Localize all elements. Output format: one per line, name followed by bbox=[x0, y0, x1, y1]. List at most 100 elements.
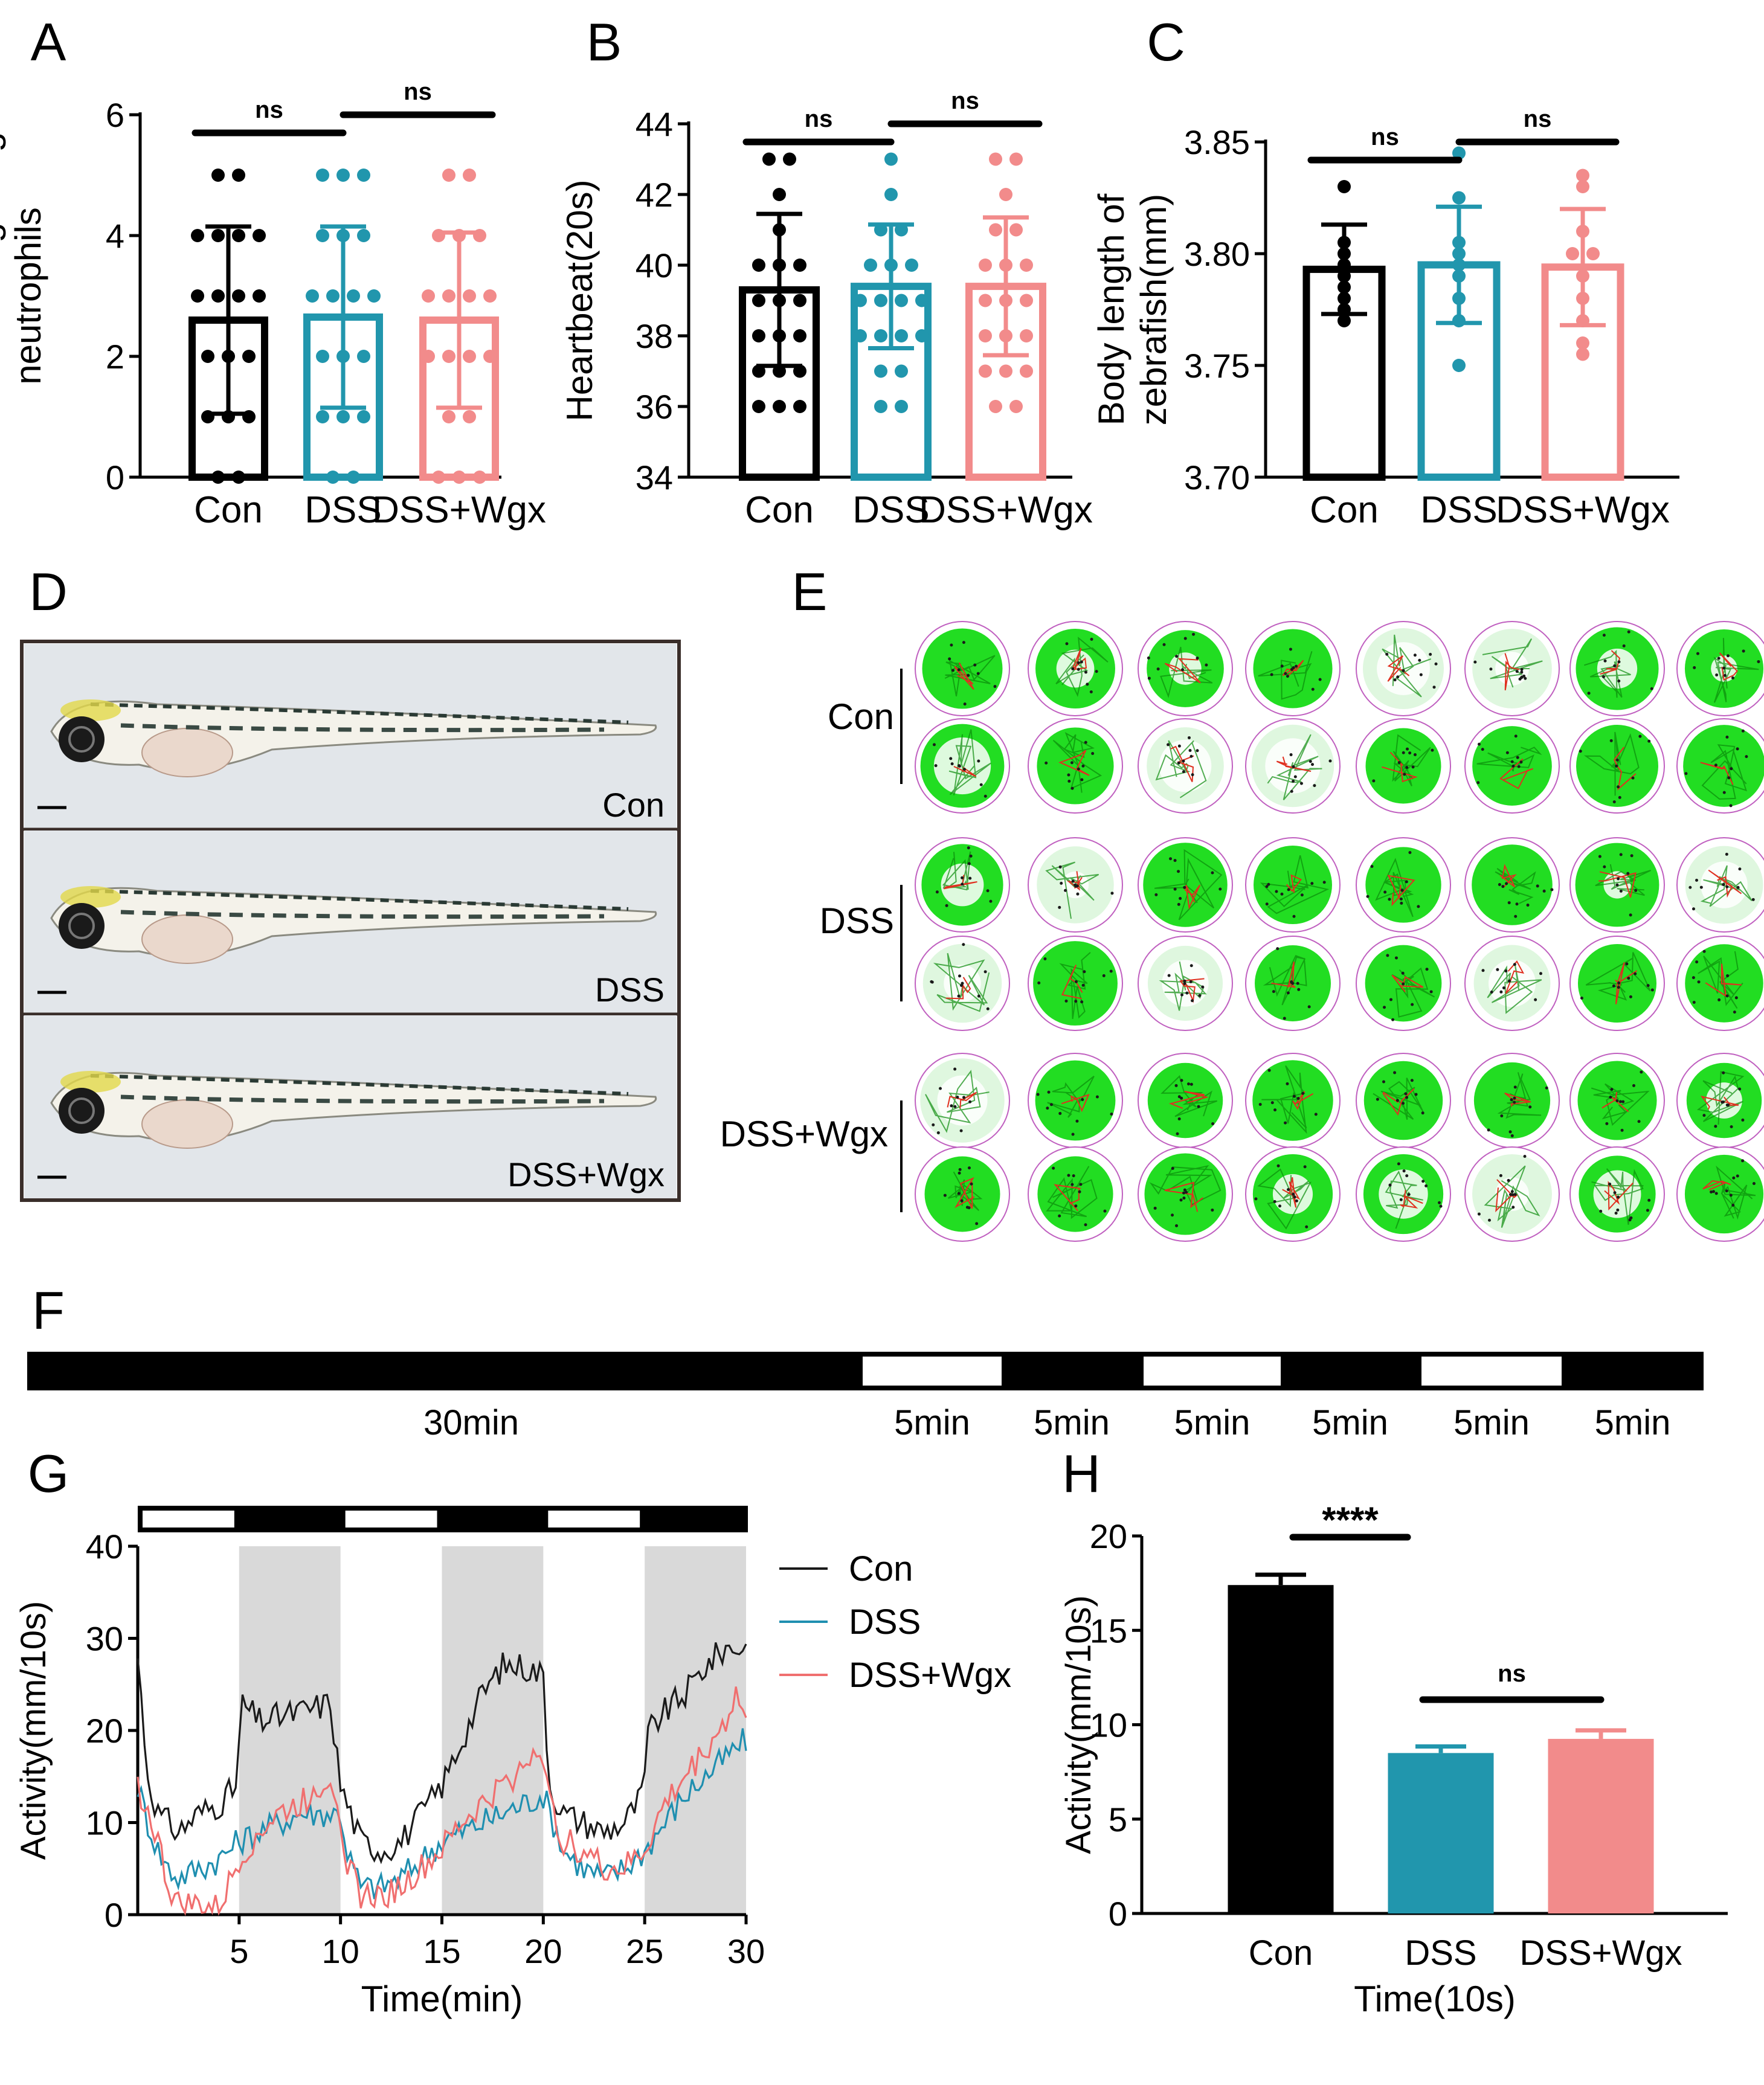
track-dot bbox=[1084, 741, 1087, 744]
tracking-well bbox=[1464, 1053, 1560, 1148]
track-dot bbox=[1742, 649, 1745, 653]
track-dot bbox=[1267, 882, 1270, 886]
track-dot bbox=[1089, 690, 1093, 693]
fast-track-path bbox=[1504, 653, 1520, 690]
track-dot bbox=[1180, 1079, 1183, 1082]
y-tick-label: 3.75 bbox=[1184, 347, 1250, 385]
track-dot bbox=[1272, 990, 1275, 994]
y-axis-label: Heartbeat(20s) bbox=[559, 179, 600, 421]
y-tick-label: 38 bbox=[636, 317, 673, 355]
track-dot bbox=[1616, 1208, 1620, 1212]
data-point bbox=[793, 400, 806, 413]
y-tick-label: 3.85 bbox=[1184, 123, 1250, 161]
track-dot bbox=[1414, 1093, 1418, 1096]
y-tick-label: 20 bbox=[86, 1712, 123, 1750]
track-dot bbox=[965, 1206, 969, 1209]
data-point bbox=[1337, 247, 1351, 260]
data-point bbox=[473, 471, 486, 484]
data-point bbox=[864, 259, 877, 272]
track-dot bbox=[1284, 1121, 1287, 1125]
track-dot bbox=[1405, 1096, 1409, 1099]
track-dot bbox=[1515, 902, 1519, 906]
fish-ventral-pigment bbox=[120, 1094, 605, 1104]
data-point bbox=[915, 329, 929, 342]
track-dot bbox=[1599, 1209, 1603, 1213]
y-tick-label: 40 bbox=[86, 1528, 123, 1566]
track-dot bbox=[1688, 885, 1692, 889]
data-point bbox=[1009, 223, 1023, 237]
track-dot bbox=[1182, 759, 1185, 763]
track-dot bbox=[1481, 748, 1484, 751]
track-path bbox=[1263, 955, 1307, 1006]
track-dot bbox=[1738, 867, 1742, 871]
light-segment bbox=[1144, 1357, 1281, 1386]
track-dot bbox=[1438, 1201, 1441, 1204]
data-point bbox=[1576, 336, 1589, 350]
tracking-well bbox=[1356, 936, 1451, 1031]
data-point bbox=[306, 289, 319, 303]
chart-g: 0 10 20 30 40 5 10 15 20 25 30 Time(min) Activity(mm… bbox=[14, 1506, 1011, 2019]
track-dot bbox=[1189, 980, 1193, 983]
track-dot bbox=[1383, 890, 1387, 894]
track-fill bbox=[1683, 725, 1764, 807]
track-dot bbox=[1311, 687, 1315, 691]
track-dot bbox=[986, 889, 990, 893]
track-dot bbox=[958, 974, 961, 978]
track-dot bbox=[1074, 1000, 1078, 1003]
track-dot bbox=[1647, 739, 1651, 743]
fast-track-path bbox=[1505, 960, 1525, 994]
track-dot bbox=[1510, 1134, 1514, 1137]
track-dot bbox=[1060, 881, 1063, 885]
track-dot bbox=[1692, 1001, 1696, 1004]
track-path bbox=[925, 1070, 990, 1133]
track-dot bbox=[1046, 1107, 1049, 1110]
data-point bbox=[762, 152, 776, 166]
track-dot bbox=[1177, 902, 1180, 906]
data-point bbox=[463, 350, 476, 363]
track-dot bbox=[1402, 1169, 1406, 1173]
track-dot bbox=[1736, 885, 1740, 889]
track-dot bbox=[1154, 893, 1158, 896]
fast-track-path bbox=[1168, 1091, 1209, 1109]
data-point bbox=[1337, 269, 1351, 283]
track-dot bbox=[1045, 761, 1048, 765]
panel-letter-e: E bbox=[792, 562, 828, 622]
track-dot bbox=[1399, 1198, 1403, 1201]
track-dot bbox=[1629, 995, 1632, 998]
track-dot bbox=[1177, 744, 1181, 748]
y-tick-label: 0 bbox=[106, 458, 124, 496]
data-point bbox=[783, 152, 796, 166]
track-dot bbox=[1198, 994, 1202, 997]
data-point bbox=[316, 169, 329, 182]
x-tick-label: DSS+Wgx bbox=[919, 489, 1093, 531]
track-dot bbox=[1614, 1211, 1618, 1215]
track-dot bbox=[1621, 1100, 1625, 1104]
fast-track-path bbox=[1292, 1091, 1314, 1110]
track-dot bbox=[1156, 667, 1160, 671]
track-dot bbox=[1425, 968, 1429, 971]
data-point bbox=[201, 410, 214, 423]
track-dot bbox=[1598, 855, 1601, 858]
track-dot bbox=[1629, 913, 1632, 917]
track-dot bbox=[1406, 747, 1409, 751]
legend-label: DSS+Wgx bbox=[849, 1656, 1011, 1695]
data-point bbox=[999, 329, 1012, 342]
y-tick-label: 34 bbox=[636, 458, 673, 496]
data-point bbox=[357, 229, 370, 242]
track-dot bbox=[1305, 1225, 1309, 1229]
data-point bbox=[222, 350, 235, 363]
track-dot bbox=[1314, 1113, 1318, 1116]
light-segment bbox=[863, 1357, 1002, 1386]
data-point bbox=[316, 350, 329, 363]
track-dot bbox=[1505, 751, 1509, 754]
track-dot bbox=[1520, 667, 1524, 671]
data-point bbox=[895, 400, 908, 413]
track-gap bbox=[1379, 1169, 1428, 1219]
track-dot bbox=[1515, 670, 1519, 673]
x-tick-label: DSS+Wgx bbox=[1519, 1933, 1682, 1973]
track-dot bbox=[1402, 669, 1405, 672]
track-dot bbox=[1310, 882, 1314, 885]
track-path bbox=[944, 655, 996, 696]
track-dot bbox=[1147, 676, 1151, 680]
